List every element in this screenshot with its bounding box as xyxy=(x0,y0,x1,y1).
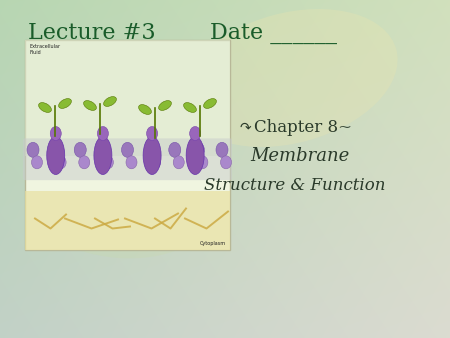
Ellipse shape xyxy=(74,142,86,157)
Ellipse shape xyxy=(50,142,63,157)
Ellipse shape xyxy=(94,137,112,174)
Text: Membrane: Membrane xyxy=(250,147,350,165)
Ellipse shape xyxy=(197,156,208,169)
Bar xyxy=(25,191,230,250)
Ellipse shape xyxy=(122,142,134,157)
Text: Extracellular
Fluid: Extracellular Fluid xyxy=(29,44,60,55)
Ellipse shape xyxy=(145,142,157,157)
Ellipse shape xyxy=(169,142,181,157)
Text: Structure & Function: Structure & Function xyxy=(204,177,386,194)
Ellipse shape xyxy=(182,9,398,147)
Text: Date ______: Date ______ xyxy=(210,22,337,44)
Ellipse shape xyxy=(186,137,204,174)
Ellipse shape xyxy=(103,156,113,169)
Bar xyxy=(25,40,230,250)
Ellipse shape xyxy=(98,142,110,157)
Ellipse shape xyxy=(50,126,61,141)
Ellipse shape xyxy=(173,156,184,169)
Ellipse shape xyxy=(193,142,204,157)
Ellipse shape xyxy=(158,101,171,111)
Text: ↷: ↷ xyxy=(240,121,252,135)
Ellipse shape xyxy=(104,97,117,106)
Ellipse shape xyxy=(139,104,151,115)
Ellipse shape xyxy=(203,99,216,108)
Ellipse shape xyxy=(143,137,161,174)
Ellipse shape xyxy=(47,137,65,174)
Ellipse shape xyxy=(189,126,201,141)
Ellipse shape xyxy=(126,156,137,169)
Text: Chapter 8~: Chapter 8~ xyxy=(254,120,352,137)
FancyBboxPatch shape xyxy=(23,138,232,180)
Ellipse shape xyxy=(30,158,210,259)
Ellipse shape xyxy=(147,126,158,141)
Ellipse shape xyxy=(97,126,108,141)
Ellipse shape xyxy=(149,156,161,169)
Ellipse shape xyxy=(32,156,42,169)
Ellipse shape xyxy=(55,156,66,169)
Ellipse shape xyxy=(79,156,90,169)
Text: Cytoplasm: Cytoplasm xyxy=(200,241,226,246)
Ellipse shape xyxy=(84,101,96,111)
Ellipse shape xyxy=(58,99,72,108)
Text: Lecture #3: Lecture #3 xyxy=(28,22,156,44)
Bar xyxy=(25,40,230,155)
Ellipse shape xyxy=(184,102,196,113)
Ellipse shape xyxy=(39,102,51,113)
Ellipse shape xyxy=(220,156,231,169)
Ellipse shape xyxy=(27,142,39,157)
Ellipse shape xyxy=(216,142,228,157)
